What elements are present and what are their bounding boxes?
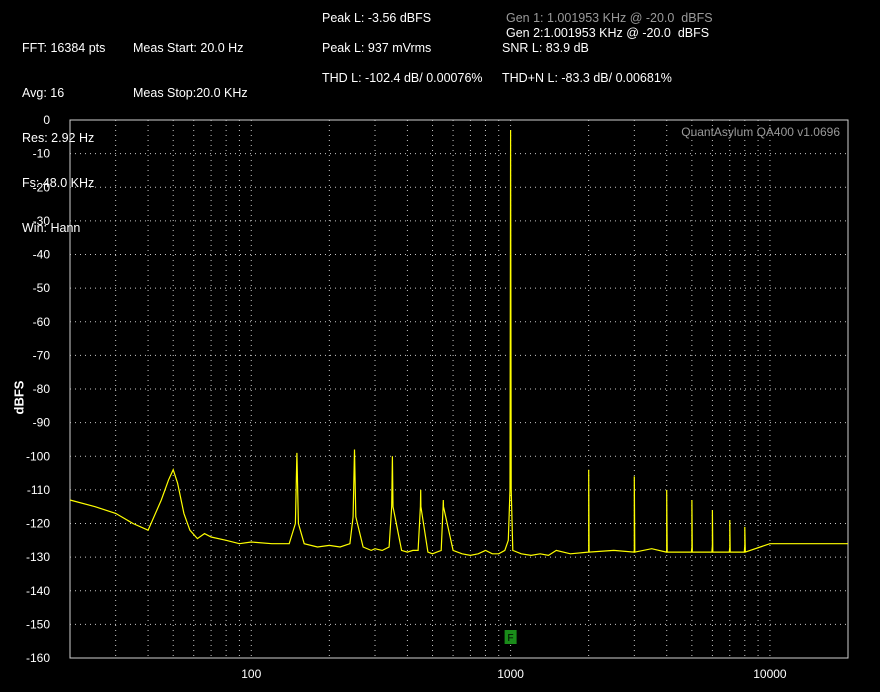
y-tick-label: -30 bbox=[33, 214, 51, 228]
y-tick-label: -160 bbox=[26, 651, 50, 665]
marker-label: F bbox=[508, 633, 514, 644]
y-tick-label: -140 bbox=[26, 584, 50, 598]
info-col2: Meas Start: 20.0 Hz Meas Stop:20.0 KHz bbox=[133, 11, 248, 116]
watermark: QuantAsylum QA400 v1.0696 bbox=[681, 125, 840, 139]
fft-size: FFT: 16384 pts bbox=[22, 41, 106, 55]
y-tick-label: -60 bbox=[33, 315, 51, 329]
y-tick-label: -100 bbox=[26, 449, 50, 463]
info-col1: FFT: 16384 pts Avg: 16 Res: 2.92 Hz Fs: … bbox=[22, 11, 105, 251]
y-tick-label: -150 bbox=[26, 617, 50, 631]
fundamental-marker[interactable]: F bbox=[504, 630, 517, 644]
x-tick-label: 1000 bbox=[497, 667, 524, 681]
sample-rate: Fs: 48.0 KHz bbox=[22, 176, 95, 190]
meas-stop: Meas Stop:20.0 KHz bbox=[133, 86, 248, 100]
x-tick-label: 10000 bbox=[753, 667, 787, 681]
peak-l-dbfs: Peak L: -3.56 dBFS bbox=[322, 11, 432, 25]
x-tick-labels: 100 1000 10000 bbox=[241, 667, 787, 681]
snr-l: SNR L: 83.9 dB bbox=[502, 41, 589, 55]
y-tick-labels: 0 -10 -20 -30 -40 -50 -60 -70 -80 -90 -100 -110 -120… bbox=[26, 113, 50, 665]
y-tick-label: -110 bbox=[27, 483, 50, 497]
gen2: Gen 2:1.001953 KHz @ -20.0 dBFS bbox=[506, 26, 710, 40]
grid bbox=[70, 120, 848, 658]
thd-l: THD L: -102.4 dB/ 0.00076% bbox=[322, 71, 483, 85]
meas-start: Meas Start: 20.0 Hz bbox=[133, 41, 244, 55]
resolution: Res: 2.92 Hz bbox=[22, 131, 95, 145]
marker-box[interactable] bbox=[504, 630, 517, 644]
y-tick-label: -50 bbox=[33, 281, 51, 295]
y-tick-label: -10 bbox=[33, 147, 51, 161]
y-tick-label: -20 bbox=[33, 180, 51, 194]
gen1: Gen 1: 1.001953 KHz @ -20.0 dBFS bbox=[506, 11, 713, 25]
plot-frame bbox=[69, 119, 849, 659]
y-tick-label: -120 bbox=[26, 517, 50, 531]
thdn-l: THD+N L: -83.3 dB/ 0.00681% bbox=[502, 71, 672, 85]
y-tick-label: -90 bbox=[33, 416, 51, 430]
spectrum-trace bbox=[69, 130, 848, 557]
y-tick-label: -130 bbox=[26, 550, 50, 564]
avg-count: Avg: 16 bbox=[22, 86, 65, 100]
y-tick-label: -70 bbox=[33, 348, 51, 362]
y-tick-label: -80 bbox=[33, 382, 51, 396]
peak-l-mvrms: Peak L: 937 mVrms bbox=[322, 41, 432, 55]
series-group bbox=[69, 130, 848, 557]
window-type: Win: Hann bbox=[22, 221, 81, 235]
x-tick-label: 100 bbox=[241, 667, 261, 681]
y-tick-label: 0 bbox=[43, 113, 50, 127]
y-tick-label: -40 bbox=[33, 248, 51, 262]
